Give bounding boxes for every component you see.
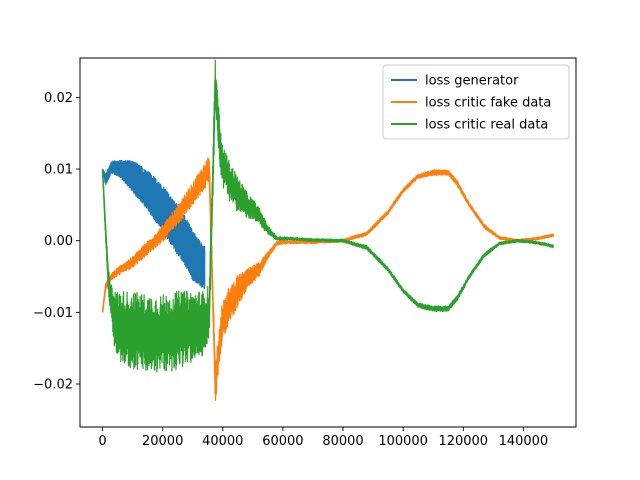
y-tick-label: −0.01: [33, 306, 73, 321]
x-tick-label: 120000: [438, 434, 488, 449]
y-tick-label: 0.01: [44, 163, 73, 178]
series-line: [101, 83, 554, 335]
series-noise-band: [101, 157, 555, 401]
legend-box: [382, 64, 570, 140]
series-loss-critic-fake-data: [101, 157, 555, 401]
x-tick-label: 0: [98, 434, 106, 449]
x-tick-label: 100000: [378, 434, 428, 449]
x-tick-label: 40000: [202, 434, 243, 449]
legend-label: loss critic real data: [425, 118, 548, 133]
legend: loss generator loss critic fake data loss …: [382, 64, 570, 140]
series-loss-critic-real-data: [101, 59, 555, 373]
series-layer: [101, 59, 555, 401]
series-line: [101, 166, 554, 385]
x-tick-label: 140000: [499, 434, 549, 449]
plot-frame: [79, 57, 577, 428]
legend-label: loss generator: [425, 74, 519, 89]
legend-label: loss critic fake data: [425, 96, 551, 111]
x-tick-label: 20000: [142, 434, 183, 449]
series-noise-band: [101, 159, 206, 290]
x-tick-label: 60000: [262, 434, 303, 449]
series-line: [101, 165, 206, 269]
x-tick-label: 80000: [322, 434, 363, 449]
axis-layer: 0 20000 40000 60000 80000 100000 120000 140000 −…: [33, 91, 548, 449]
y-tick-label: 0.02: [44, 91, 73, 106]
y-tick-label: 0.00: [44, 234, 73, 249]
series-loss-generator: [101, 159, 206, 290]
y-tick-label: −0.02: [33, 378, 73, 393]
